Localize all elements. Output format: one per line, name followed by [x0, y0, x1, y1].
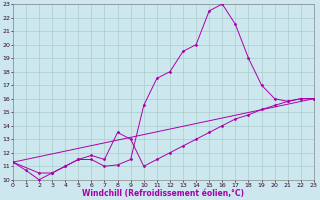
X-axis label: Windchill (Refroidissement éolien,°C): Windchill (Refroidissement éolien,°C) — [82, 189, 244, 198]
